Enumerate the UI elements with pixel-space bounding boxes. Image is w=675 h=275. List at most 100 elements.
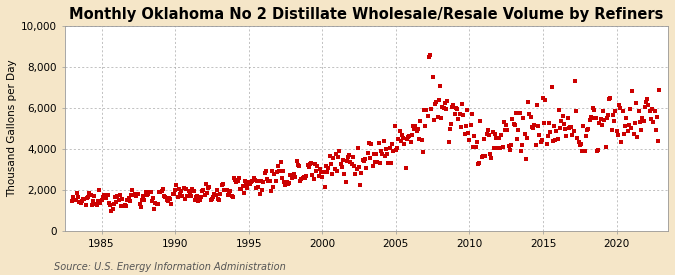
Point xyxy=(470,145,481,149)
Point xyxy=(243,180,254,184)
Point xyxy=(417,150,428,154)
Point xyxy=(289,172,300,176)
Point xyxy=(111,200,122,204)
Point xyxy=(100,193,111,197)
Point xyxy=(423,114,433,119)
Point xyxy=(82,195,93,199)
Point xyxy=(517,143,528,148)
Point xyxy=(585,114,596,119)
Point xyxy=(184,191,195,195)
Point xyxy=(436,116,447,120)
Point xyxy=(493,136,504,141)
Point xyxy=(649,108,660,113)
Point xyxy=(442,98,453,103)
Point xyxy=(106,208,117,213)
Point xyxy=(264,178,275,183)
Point xyxy=(501,123,512,127)
Point xyxy=(591,116,601,120)
Point xyxy=(453,117,464,122)
Point xyxy=(560,127,570,131)
Point xyxy=(303,165,314,169)
Point xyxy=(587,116,597,120)
Point xyxy=(356,170,367,175)
Point xyxy=(611,129,622,133)
Point xyxy=(414,137,425,142)
Point xyxy=(654,88,665,92)
Point xyxy=(508,122,519,126)
Point xyxy=(310,161,321,166)
Point xyxy=(506,143,516,147)
Point xyxy=(345,160,356,164)
Point xyxy=(574,143,585,147)
Point xyxy=(385,161,396,166)
Point xyxy=(474,160,485,165)
Point xyxy=(189,198,200,202)
Point xyxy=(454,112,465,117)
Point xyxy=(265,189,276,194)
Point xyxy=(155,190,166,194)
Point xyxy=(340,180,351,184)
Point xyxy=(84,191,95,195)
Point xyxy=(202,186,213,191)
Point xyxy=(446,122,456,127)
Point xyxy=(76,199,87,204)
Point xyxy=(343,155,354,159)
Point xyxy=(552,136,563,141)
Point xyxy=(373,141,384,145)
Point xyxy=(608,113,618,117)
Point xyxy=(118,204,129,208)
Point xyxy=(242,186,253,190)
Point xyxy=(626,126,637,130)
Point xyxy=(597,109,608,114)
Point xyxy=(524,112,535,116)
Point xyxy=(441,107,452,111)
Point xyxy=(406,133,417,137)
Point xyxy=(339,171,350,176)
Point xyxy=(154,190,165,194)
Point xyxy=(70,198,81,202)
Point xyxy=(372,160,383,164)
Point xyxy=(329,166,340,171)
Point xyxy=(122,198,133,202)
Point xyxy=(495,146,506,150)
Point xyxy=(322,170,333,174)
Point xyxy=(490,132,501,137)
Point xyxy=(634,120,645,124)
Point xyxy=(371,152,381,157)
Point xyxy=(576,142,587,147)
Point xyxy=(513,128,524,132)
Point xyxy=(458,113,468,118)
Point xyxy=(144,189,155,194)
Point xyxy=(151,202,162,207)
Point xyxy=(306,161,317,165)
Point xyxy=(253,185,264,189)
Point xyxy=(516,148,526,153)
Point xyxy=(557,114,568,119)
Point xyxy=(500,128,510,132)
Point xyxy=(396,139,406,144)
Point xyxy=(507,117,518,121)
Point xyxy=(338,158,348,162)
Point xyxy=(621,116,632,120)
Point xyxy=(227,195,238,199)
Point xyxy=(543,121,554,125)
Point xyxy=(349,164,360,169)
Point xyxy=(210,193,221,197)
Title: Monthly Oklahoma No 2 Distillate Wholesale/Resale Volume by Refiners: Monthly Oklahoma No 2 Distillate Wholesa… xyxy=(70,7,664,22)
Point xyxy=(204,185,215,189)
Point xyxy=(312,164,323,168)
Point xyxy=(97,194,108,199)
Point xyxy=(297,176,308,180)
Point xyxy=(167,192,178,196)
Point xyxy=(561,134,572,138)
Point xyxy=(237,184,248,188)
Point xyxy=(438,106,449,110)
Point xyxy=(119,202,130,207)
Point xyxy=(437,105,448,109)
Point xyxy=(252,179,263,184)
Point xyxy=(456,125,466,129)
Point xyxy=(627,89,638,93)
Point xyxy=(589,108,600,112)
Point xyxy=(190,195,201,199)
Point xyxy=(318,170,329,175)
